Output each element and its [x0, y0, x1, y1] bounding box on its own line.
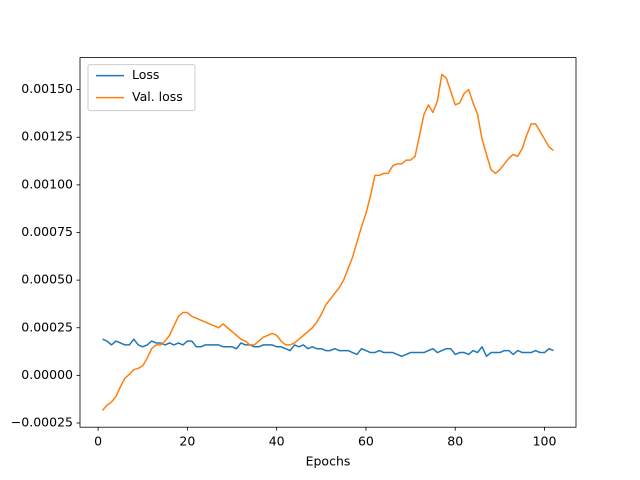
series-line	[101, 73, 554, 411]
y-tick-label: −0.00025	[11, 415, 73, 430]
y-tick-label: 0.00100	[21, 176, 73, 191]
legend-label: Val. loss	[132, 89, 183, 104]
x-axis-label: Epochs	[306, 454, 351, 469]
y-tick-label: 0.00000	[21, 367, 73, 382]
y-tick-label: 0.00050	[21, 272, 73, 287]
series-line	[102, 338, 554, 358]
x-tick-label: 100	[533, 434, 557, 449]
y-tick-label: 0.00075	[21, 224, 73, 239]
x-tick-label: 80	[447, 434, 463, 449]
y-tick-label: 0.00150	[21, 81, 73, 96]
x-tick-label: 60	[358, 434, 374, 449]
y-tick-label: 0.00125	[21, 129, 73, 144]
y-tick-label: 0.00025	[21, 319, 73, 334]
x-tick-label: 0	[94, 434, 102, 449]
legend-label: Loss	[132, 67, 159, 82]
x-tick-label: 20	[179, 434, 195, 449]
x-tick-label: 40	[269, 434, 285, 449]
plot-frame	[79, 57, 577, 428]
